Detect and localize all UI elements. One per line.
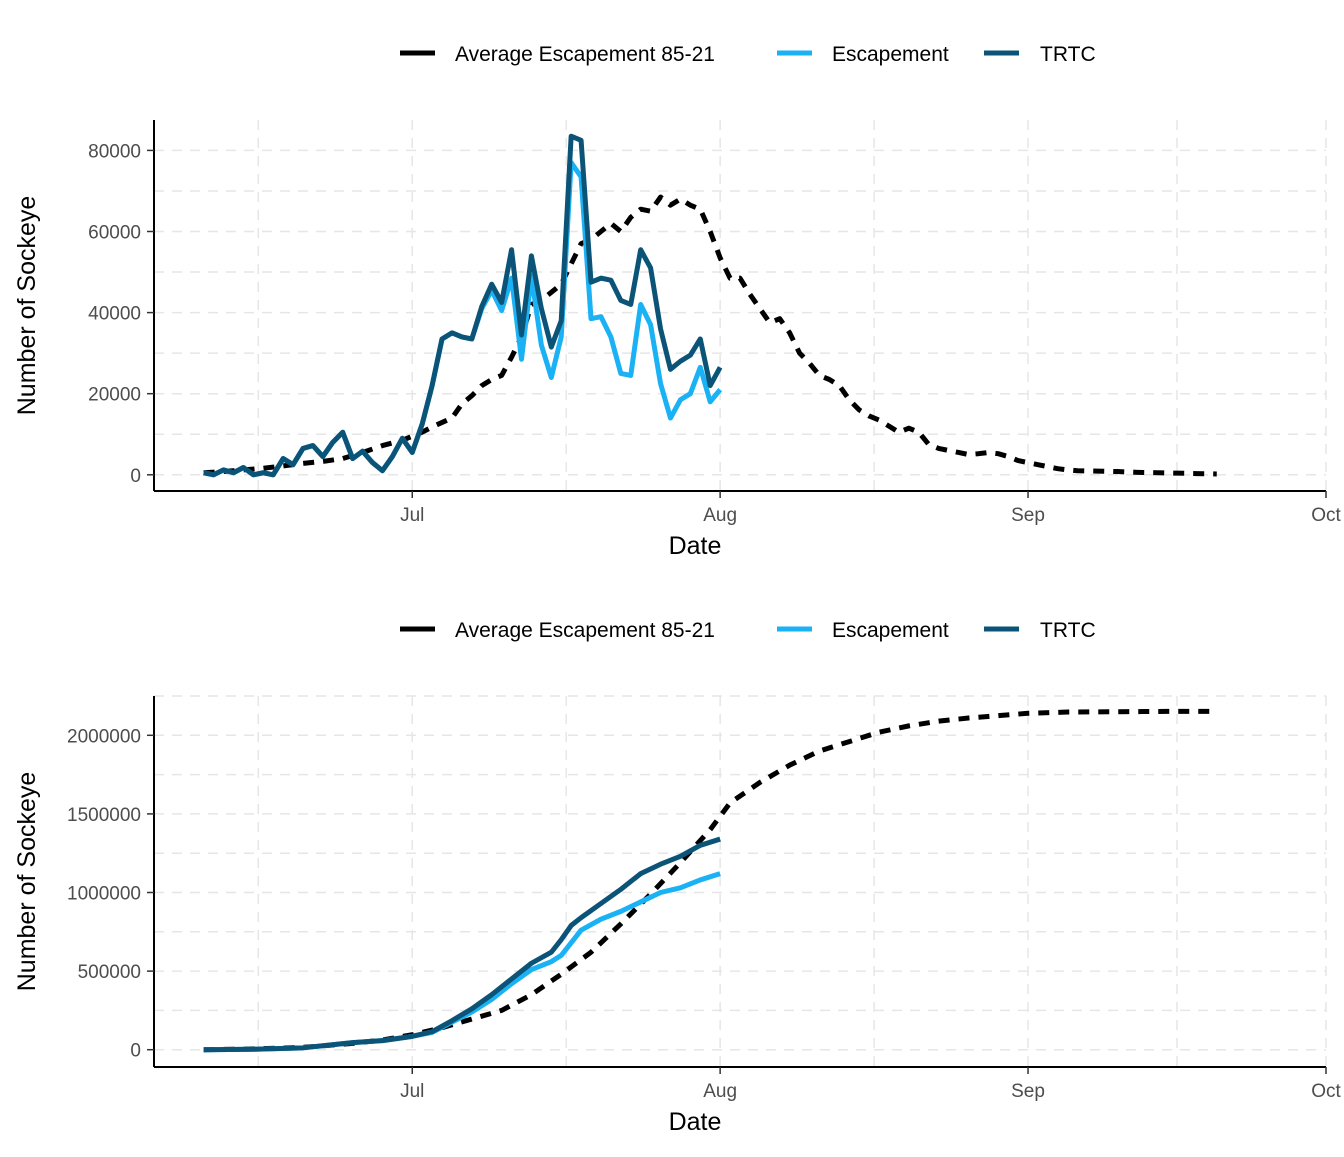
y-tick-label: 500000: [78, 962, 141, 983]
y-tick-label: 80000: [88, 141, 141, 162]
x-tick-label: Jul: [400, 1081, 424, 1102]
y-tick-label: 1000000: [67, 884, 141, 905]
gridlines: [154, 695, 1327, 1067]
legend: Average Escapement 85-21 Escapement TRTC: [400, 619, 1096, 642]
legend-label: Average Escapement 85-21: [455, 43, 715, 66]
legend-label: TRTC: [1040, 43, 1096, 66]
x-tick-label: Aug: [703, 1081, 737, 1102]
x-tick-label: Oct: [1311, 505, 1341, 526]
legend-label: Escapement: [832, 43, 949, 66]
cumulative-sockeye-panel: 0 500000 1000000 1500000 2000000 Jul Aug Sep Oct…: [13, 619, 1341, 1136]
y-tick-label: 1500000: [67, 805, 141, 826]
x-axis-title: Date: [669, 1108, 722, 1136]
x-tick-label: Oct: [1311, 1081, 1341, 1102]
x-axis-title: Date: [669, 532, 722, 560]
series-line-trtc: [203, 836, 721, 1053]
y-tick-label: 60000: [88, 223, 141, 244]
y-axis-title: Number of Sockeye: [13, 772, 41, 992]
legend-label: TRTC: [1040, 619, 1096, 642]
legend-label: Escapement: [832, 619, 949, 642]
y-tick-label: 20000: [88, 385, 141, 406]
legend: Average Escapement 85-21 Escapement TRTC: [400, 43, 1096, 66]
y-tick-label: 0: [130, 1041, 141, 1062]
y-tick-label: 0: [130, 466, 141, 487]
legend-label: Average Escapement 85-21: [455, 619, 715, 642]
x-tick-label: Sep: [1011, 505, 1045, 526]
y-tick-label: 40000: [88, 304, 141, 325]
gridlines: [154, 120, 1327, 491]
y-axis-title: Number of Sockeye: [13, 196, 41, 416]
series-line-trtc: [203, 133, 723, 478]
series-line-average-escapement-85-21: [203, 194, 1217, 477]
x-tick-label: Aug: [703, 505, 737, 526]
daily-sockeye-panel: 0 20000 40000 60000 80000 Jul Aug Sep Oct Date Num…: [13, 43, 1341, 560]
y-tick-label: 2000000: [67, 726, 141, 747]
x-tick-label: Sep: [1011, 1081, 1045, 1102]
x-tick-label: Jul: [400, 505, 424, 526]
